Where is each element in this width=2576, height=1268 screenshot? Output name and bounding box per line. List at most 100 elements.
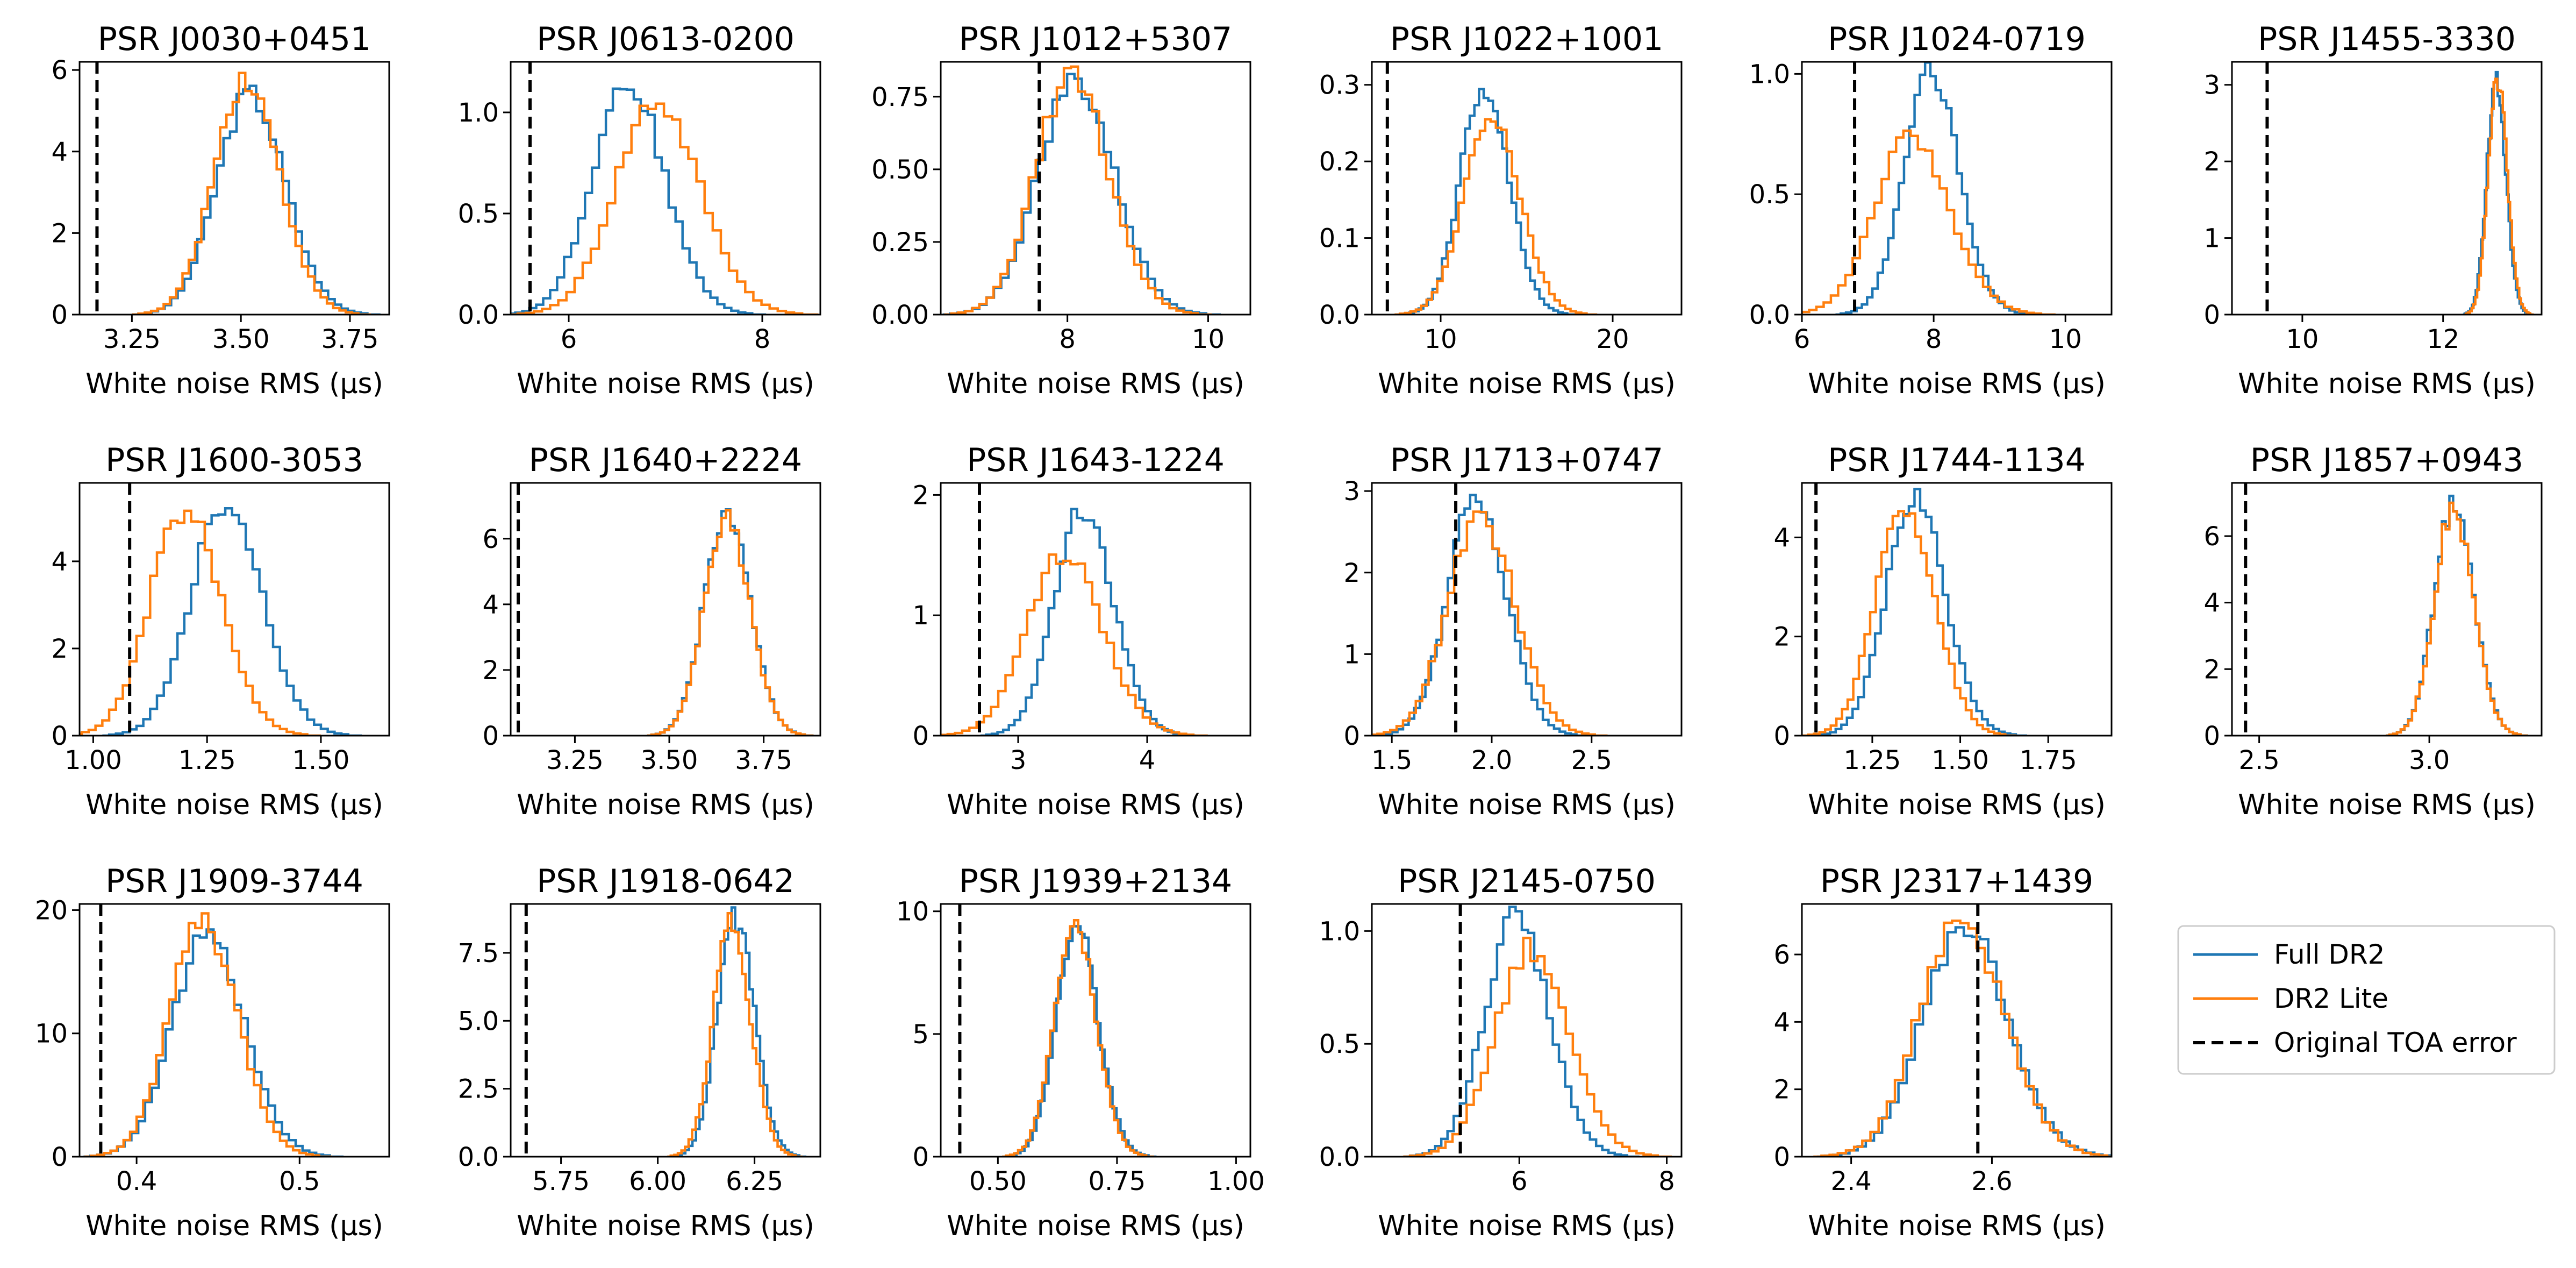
y-tick-label: 4 [51, 547, 68, 577]
y-tick-label: 0.1 [1319, 224, 1360, 254]
x-tick-label: 0.5 [279, 1166, 320, 1196]
y-tick-label: 10 [896, 897, 929, 927]
x-axis-label: White noise RMS (μs) [85, 1210, 383, 1242]
histogram-dr2-lite [511, 102, 819, 315]
y-tick-label: 4 [1773, 523, 1790, 553]
axes-frame [1371, 482, 1683, 737]
histogram-full-dr2 [1813, 488, 2027, 736]
panel-grid: PSR J0030+0451 3.25 3.50 3.75 0 2 4 6 White nois… [35, 20, 2543, 1242]
legend-label-full-dr2: Full DR2 [2274, 939, 2385, 970]
y-tick-label: 0.3 [1319, 70, 1360, 101]
x-tick-label: 2.6 [1971, 1166, 2012, 1196]
panel-title: PSR J1939+2134 [959, 863, 1232, 900]
x-axis-label: White noise RMS (μs) [947, 368, 1244, 400]
panel-psr-j1012-5307: PSR J1012+5307 8 10 0.00 0.25 0.50 0.75 White n… [871, 20, 1251, 400]
x-tick-label: 6.25 [726, 1166, 783, 1196]
y-tick-label: 0.0 [1319, 1142, 1360, 1172]
y-tick-label: 0 [51, 721, 68, 751]
x-tick-label: 1.25 [1843, 745, 1901, 775]
x-axis-label: White noise RMS (μs) [1808, 789, 2106, 821]
panel-psr-j1939-2134: PSR J1939+2134 0.50 0.75 1.00 0 5 10 White nois… [896, 863, 1265, 1242]
y-tick-label: 0.0 [1319, 300, 1360, 330]
panel-title: PSR J1713+0747 [1390, 441, 1663, 479]
y-tick-label: 0 [912, 1142, 929, 1172]
axes-frame [78, 903, 390, 1158]
panel-psr-j2317-1439: PSR J2317+1439 2.4 2.6 0 2 4 6 White noise RMS … [1773, 863, 2113, 1242]
y-tick-label: 0 [51, 1142, 68, 1172]
panel-title: PSR J1643-1224 [967, 441, 1225, 479]
y-tick-label: 0.0 [1749, 300, 1790, 330]
x-tick-label: 2.5 [1571, 745, 1612, 775]
x-tick-label: 1.50 [1931, 745, 1989, 775]
x-axis-label: White noise RMS (μs) [1378, 368, 1676, 400]
axes-frame [940, 903, 1251, 1158]
axes-frame [78, 61, 390, 316]
y-tick-label: 2 [1773, 1075, 1790, 1105]
panel-psr-j1643-1224: PSR J1643-1224 3 4 0 1 2 White noise RMS (μs) [912, 441, 1251, 821]
panel-psr-j1600-3053: PSR J1600-3053 1.00 1.25 1.50 0 2 4 White noise… [51, 441, 390, 821]
plot-area [511, 62, 819, 315]
y-tick-label: 1.0 [1749, 59, 1790, 89]
y-tick-label: 0.25 [871, 227, 929, 258]
panel-psr-j1024-0719: PSR J1024-0719 6 8 10 0.0 0.5 1.0 White noise R… [1749, 20, 2113, 400]
y-tick-label: 0.0 [458, 300, 499, 330]
plot-area [80, 483, 362, 736]
plot-area [524, 904, 807, 1157]
histogram-dr2-lite [2386, 501, 2528, 736]
panel-psr-j1857-0943: PSR J1857+0943 2.5 3.0 0 2 4 6 White noise RMS … [2203, 441, 2543, 821]
x-tick-label: 3.75 [735, 745, 792, 775]
x-tick-label: 10 [2286, 324, 2319, 354]
panel-title: PSR J2317+1439 [1820, 863, 2093, 900]
panel-psr-j2145-0750: PSR J2145-0750 6 8 0.0 0.5 1.0 White noise RMS… [1319, 863, 1683, 1242]
y-tick-label: 1 [2203, 224, 2220, 254]
x-tick-label: 3.50 [212, 324, 270, 354]
y-tick-label: 2 [482, 656, 499, 686]
axes-frame [1801, 903, 2113, 1158]
axes-frame [1371, 61, 1683, 316]
x-tick-label: 20 [1596, 324, 1629, 354]
x-tick-label: 0.4 [116, 1166, 157, 1196]
histogram-full-dr2 [102, 507, 362, 736]
plot-area [1802, 62, 2056, 315]
plot-area [1372, 483, 1608, 736]
x-tick-label: 6 [1794, 324, 1811, 354]
x-axis-label: White noise RMS (μs) [947, 789, 1244, 821]
y-tick-label: 3 [1343, 476, 1360, 507]
y-tick-label: 7.5 [458, 938, 499, 968]
plot-area [1813, 904, 2112, 1157]
panel-title: PSR J1744-1134 [1828, 441, 2086, 479]
y-tick-label: 4 [482, 590, 499, 620]
y-tick-label: 20 [35, 895, 68, 925]
panel-psr-j0613-0200: PSR J0613-0200 6 8 0.0 0.5 1.0 White noise RMS… [458, 20, 821, 400]
y-tick-label: 0 [1343, 721, 1360, 751]
plot-area [83, 904, 344, 1157]
y-tick-label: 4 [2203, 588, 2220, 618]
y-tick-label: 0.0 [458, 1142, 499, 1172]
histogram-full-dr2 [511, 87, 767, 315]
y-tick-label: 4 [1773, 1007, 1790, 1037]
y-tick-label: 0 [912, 721, 929, 751]
axes-frame [1801, 482, 2113, 737]
plot-area [941, 483, 1208, 736]
x-axis-label: White noise RMS (μs) [517, 368, 814, 400]
x-tick-label: 12 [2427, 324, 2459, 354]
x-axis-label: White noise RMS (μs) [2238, 789, 2536, 821]
y-tick-label: 2 [2203, 147, 2220, 177]
axes-frame [2231, 482, 2543, 737]
histogram-dr2-lite [1802, 129, 2056, 315]
histogram-dr2-lite [944, 65, 1212, 315]
x-tick-label: 1.50 [292, 745, 350, 775]
x-tick-label: 10 [2049, 324, 2082, 354]
panel-title: PSR J2145-0750 [1398, 863, 1656, 900]
y-tick-label: 2 [1773, 622, 1790, 652]
x-tick-label: 1.25 [178, 745, 236, 775]
panel-title: PSR J1024-0719 [1828, 20, 2086, 58]
histogram-dr2-lite [2464, 77, 2534, 315]
panel-title: PSR J1909-3744 [105, 863, 363, 900]
plot-area [1802, 483, 2027, 736]
panel-title: PSR J1640+2224 [529, 441, 802, 479]
x-axis-label: White noise RMS (μs) [1808, 1210, 2106, 1242]
y-tick-label: 0 [482, 721, 499, 751]
y-tick-label: 6 [51, 55, 68, 86]
